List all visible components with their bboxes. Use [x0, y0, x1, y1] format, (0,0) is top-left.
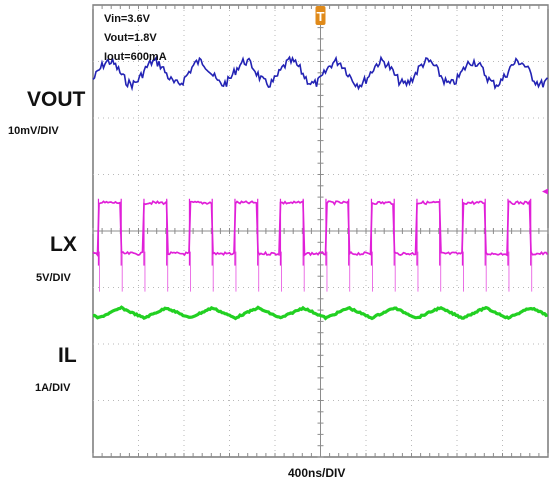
- condition-vin: Vin=3.6V: [104, 13, 150, 25]
- trigger-marker-label: T: [317, 9, 325, 24]
- lx-reference-marker: [542, 188, 548, 195]
- condition-iout: Iout=600mA: [104, 51, 167, 63]
- vout-channel-label: VOUT: [27, 88, 86, 111]
- lx-trace: [92, 199, 549, 258]
- vout-trace: [92, 55, 549, 92]
- trigger-marker: [315, 6, 326, 25]
- il-channel-label: IL: [58, 344, 77, 367]
- lx-scale-label: 5V/DIV: [36, 272, 71, 284]
- il-scale-label: 1A/DIV: [35, 382, 71, 394]
- il-trace: [92, 305, 549, 321]
- lx-channel-label: LX: [50, 233, 77, 256]
- conditions-block: Vin=3.6V Vout=1.8V Iout=600mA: [104, 10, 167, 67]
- condition-vout: Vout=1.8V: [104, 32, 157, 44]
- vout-scale-label: 10mV/DIV: [8, 125, 59, 137]
- x-axis-label: 400ns/DIV: [288, 466, 346, 480]
